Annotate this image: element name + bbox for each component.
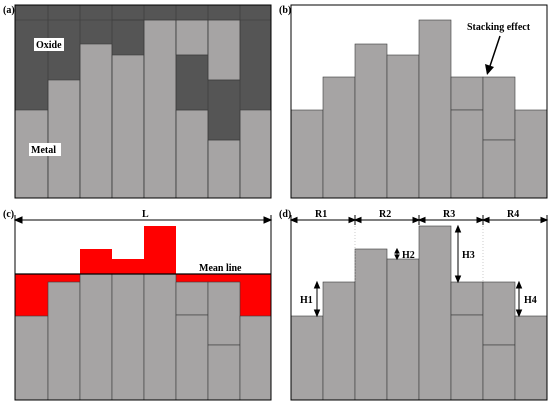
panel-b-metal-grains — [290, 19, 548, 199]
length-label: L — [142, 209, 149, 220]
metal-grain — [239, 315, 272, 401]
metal-grain — [514, 109, 548, 199]
metal-grain — [47, 79, 81, 199]
metal-grain — [482, 76, 516, 141]
metal-grain — [514, 315, 548, 401]
deviation-region — [208, 274, 240, 282]
metal-grain — [450, 109, 484, 199]
height-arrow-h1 — [313, 280, 321, 318]
metal-grain — [175, 314, 209, 401]
deviation-region — [240, 274, 271, 316]
panel-c: L (c) Mean line — [3, 209, 273, 401]
panel-a-grid — [15, 5, 271, 198]
metal-grain — [386, 54, 420, 199]
metal-grain — [175, 19, 209, 56]
metal-grain — [143, 273, 177, 401]
height-label-h1: H1 — [300, 295, 313, 306]
stacking-effect-arrow — [485, 35, 501, 75]
height-label-h4: H4 — [524, 295, 537, 306]
metal-grain — [207, 344, 241, 401]
metal-grain — [482, 281, 516, 346]
oxide-label-box — [34, 38, 64, 51]
metal-grain — [354, 43, 388, 199]
panel-a-label: (a) — [3, 5, 15, 16]
deviation-region — [112, 259, 144, 274]
oxide-label: Oxide — [36, 40, 62, 51]
metal-grain — [111, 273, 145, 401]
metal-grain — [14, 315, 49, 401]
metal-label: Metal — [31, 145, 56, 156]
height-arrow-h3 — [454, 224, 462, 284]
deviation-region — [176, 274, 208, 282]
metal-grain — [111, 54, 145, 199]
metal-grain — [450, 281, 484, 316]
deviation-region — [48, 274, 80, 282]
region-label-r1: R1 — [315, 209, 327, 220]
metal-grain — [354, 248, 388, 401]
height-label-h3: H3 — [462, 250, 475, 261]
deviation-region — [144, 226, 176, 274]
height-arrow-h4 — [515, 280, 523, 318]
metal-grain — [450, 314, 484, 401]
metal-grain — [482, 344, 516, 401]
deviation-region — [15, 274, 48, 316]
panel-b-label: (b) — [279, 5, 291, 16]
panel-d: R1 R2 R3 R4 H1 H2 H3 H4 (d) — [279, 209, 549, 401]
metal-grain — [322, 76, 356, 199]
metal-grain — [207, 281, 241, 346]
metal-grain — [482, 139, 516, 199]
panel-c-deviation-regions — [15, 226, 271, 316]
height-label-h2: H2 — [402, 250, 415, 261]
panel-c-label: (c) — [3, 209, 14, 220]
metal-grain — [290, 109, 324, 199]
metal-grain — [322, 281, 356, 401]
panel-a: (a) Oxide Metal — [3, 4, 272, 199]
region-label-r2: R2 — [379, 209, 391, 220]
metal-grain — [290, 315, 324, 401]
mean-line-label: Mean line — [199, 263, 242, 274]
deviation-region — [80, 249, 112, 274]
region-dimension — [289, 215, 549, 225]
metal-label-box — [29, 143, 61, 156]
metal-grain — [175, 281, 209, 316]
metal-grain — [175, 109, 209, 199]
length-dimension — [13, 215, 273, 225]
region-label-r3: R3 — [443, 209, 455, 220]
panel-a-metal-grains — [14, 19, 272, 199]
metal-grain — [47, 281, 81, 401]
panel-d-metal-grains — [290, 225, 548, 401]
height-arrow-h2 — [394, 247, 400, 261]
metal-grain — [418, 225, 452, 401]
metal-grain — [418, 19, 452, 199]
metal-grain — [143, 19, 177, 199]
panel-b: (b) Stacking effect — [279, 4, 548, 199]
metal-grain — [386, 258, 420, 401]
metal-grain — [239, 109, 272, 199]
metal-grain — [450, 76, 484, 111]
region-label-r4: R4 — [507, 209, 519, 220]
metal-grain — [79, 43, 113, 199]
metal-grain — [207, 19, 241, 81]
stacking-effect-label: Stacking effect — [467, 22, 531, 33]
metal-grain — [207, 139, 241, 199]
metal-grain — [79, 273, 113, 401]
panel-c-metal-grains — [14, 273, 272, 401]
panel-d-label: (d) — [279, 209, 291, 220]
